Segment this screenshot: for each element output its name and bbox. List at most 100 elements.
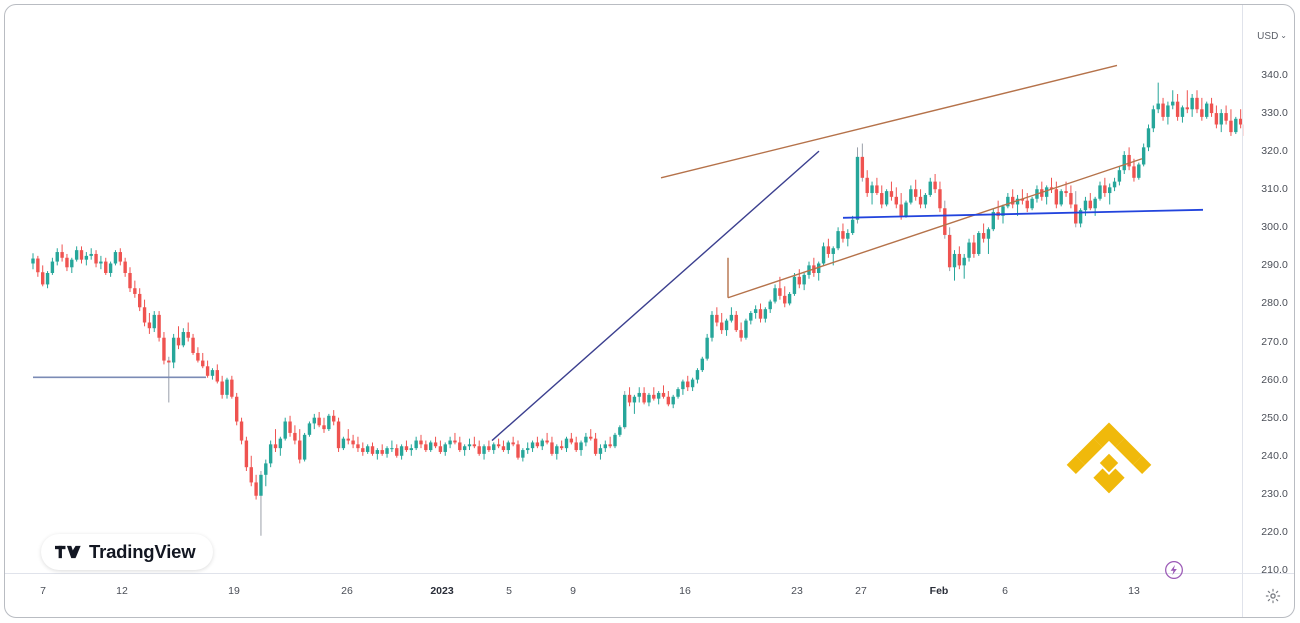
candle-body bbox=[1166, 105, 1170, 117]
channel-upper-1[interactable] bbox=[660, 64, 1118, 179]
candle-body bbox=[205, 366, 210, 376]
time-tick: 23 bbox=[791, 585, 803, 597]
candle-body bbox=[302, 434, 307, 460]
candle-body bbox=[899, 204, 903, 216]
time-tick: 5 bbox=[506, 585, 512, 597]
candle-body bbox=[884, 191, 889, 205]
price-tick: 330.0 bbox=[1261, 107, 1288, 120]
candle-body bbox=[264, 463, 268, 475]
chart-plot-area[interactable] bbox=[5, 5, 1244, 573]
candle-body bbox=[409, 448, 413, 451]
candle-body bbox=[720, 322, 724, 331]
candle-body bbox=[1069, 193, 1073, 205]
candle-body bbox=[860, 156, 865, 178]
candle-body bbox=[681, 381, 685, 390]
candle-body bbox=[1127, 154, 1131, 167]
candle-body bbox=[351, 440, 355, 445]
candle-body bbox=[254, 482, 258, 496]
candle-body bbox=[986, 229, 991, 239]
candle-body bbox=[230, 379, 234, 397]
candle-body bbox=[656, 392, 661, 399]
time-tick: 13 bbox=[1128, 585, 1140, 597]
candle-body bbox=[104, 261, 108, 273]
candle-body bbox=[671, 396, 675, 405]
candle-body bbox=[419, 440, 423, 445]
candle-body bbox=[462, 446, 467, 451]
candle-body bbox=[341, 438, 346, 449]
price-tick: 310.0 bbox=[1261, 183, 1288, 196]
candle-body bbox=[142, 307, 147, 323]
candle-body bbox=[390, 448, 394, 450]
candle-body bbox=[65, 257, 69, 268]
candle-body bbox=[506, 442, 510, 451]
tradingview-logo[interactable]: TradingView bbox=[41, 534, 214, 570]
candle-body bbox=[758, 309, 763, 319]
time-scale[interactable]: 7 12 19 26 2023 5 9 16 23 27 Feb 6 13 bbox=[5, 573, 1294, 617]
candle-body bbox=[138, 293, 142, 308]
candle-body bbox=[753, 309, 758, 313]
candle-body bbox=[744, 320, 748, 338]
gear-icon[interactable] bbox=[1264, 587, 1282, 605]
candle-body bbox=[501, 446, 506, 451]
candle-body bbox=[1108, 187, 1112, 194]
candle-body bbox=[1151, 109, 1156, 129]
candle-body bbox=[962, 257, 966, 266]
candle-body bbox=[259, 474, 263, 496]
candle-body bbox=[1098, 185, 1102, 199]
candle-body bbox=[94, 253, 98, 264]
candle-body bbox=[977, 233, 981, 254]
candle-body bbox=[695, 370, 700, 380]
currency-selector[interactable]: USD ⌄ bbox=[1255, 30, 1289, 43]
candle-body bbox=[608, 444, 612, 447]
time-tick: 16 bbox=[679, 585, 691, 597]
candle-body bbox=[957, 253, 962, 266]
candle-body bbox=[74, 250, 79, 260]
candle-body bbox=[865, 177, 869, 194]
candle-body bbox=[1141, 147, 1146, 165]
candle-body bbox=[831, 248, 835, 254]
candle-body bbox=[952, 253, 957, 268]
candle-body bbox=[1083, 200, 1088, 211]
candle-body bbox=[157, 314, 161, 338]
candle-body bbox=[1190, 97, 1194, 110]
candle-body bbox=[317, 417, 321, 426]
candle-body bbox=[438, 446, 443, 452]
candle-body bbox=[778, 288, 782, 296]
channel-lower-1[interactable] bbox=[727, 158, 1143, 299]
candle-body bbox=[1195, 97, 1199, 110]
candle-body bbox=[555, 446, 559, 454]
candle-body bbox=[395, 448, 399, 456]
candle-body bbox=[739, 330, 743, 338]
candle-body bbox=[909, 189, 913, 203]
candle-body bbox=[191, 337, 195, 353]
lightning-bolt-icon[interactable] bbox=[1164, 560, 1184, 580]
candle-body bbox=[1234, 118, 1238, 133]
candle-body bbox=[676, 389, 680, 397]
candle-body bbox=[647, 394, 651, 403]
time-tick: Feb bbox=[929, 585, 949, 597]
candle-body bbox=[821, 246, 826, 264]
candle-body bbox=[298, 440, 302, 460]
candle-body bbox=[1015, 198, 1020, 205]
candle-body bbox=[875, 185, 879, 194]
candle-body bbox=[632, 396, 637, 403]
support-line-blue[interactable] bbox=[842, 208, 1204, 219]
candle-body bbox=[84, 255, 89, 260]
candle-body bbox=[981, 233, 986, 239]
uptrend-line[interactable] bbox=[491, 150, 820, 442]
candle-series bbox=[31, 82, 1244, 536]
candle-body bbox=[1205, 103, 1209, 117]
candle-body bbox=[768, 301, 772, 310]
candle-body bbox=[128, 273, 132, 289]
price-scale[interactable]: USD ⌄ 340.0 330.0 320.0 310.0 300.0 290.0 280.0… bbox=[1242, 5, 1294, 617]
candle-body bbox=[147, 322, 152, 329]
candle-body bbox=[89, 253, 93, 256]
candle-body bbox=[535, 442, 540, 447]
time-tick: 6 bbox=[1002, 585, 1008, 597]
candle-body bbox=[637, 392, 641, 397]
candle-body bbox=[239, 421, 244, 441]
candle-body bbox=[773, 288, 777, 302]
candle-body bbox=[492, 444, 496, 451]
candle-body bbox=[225, 379, 229, 395]
candle-body bbox=[613, 434, 617, 447]
